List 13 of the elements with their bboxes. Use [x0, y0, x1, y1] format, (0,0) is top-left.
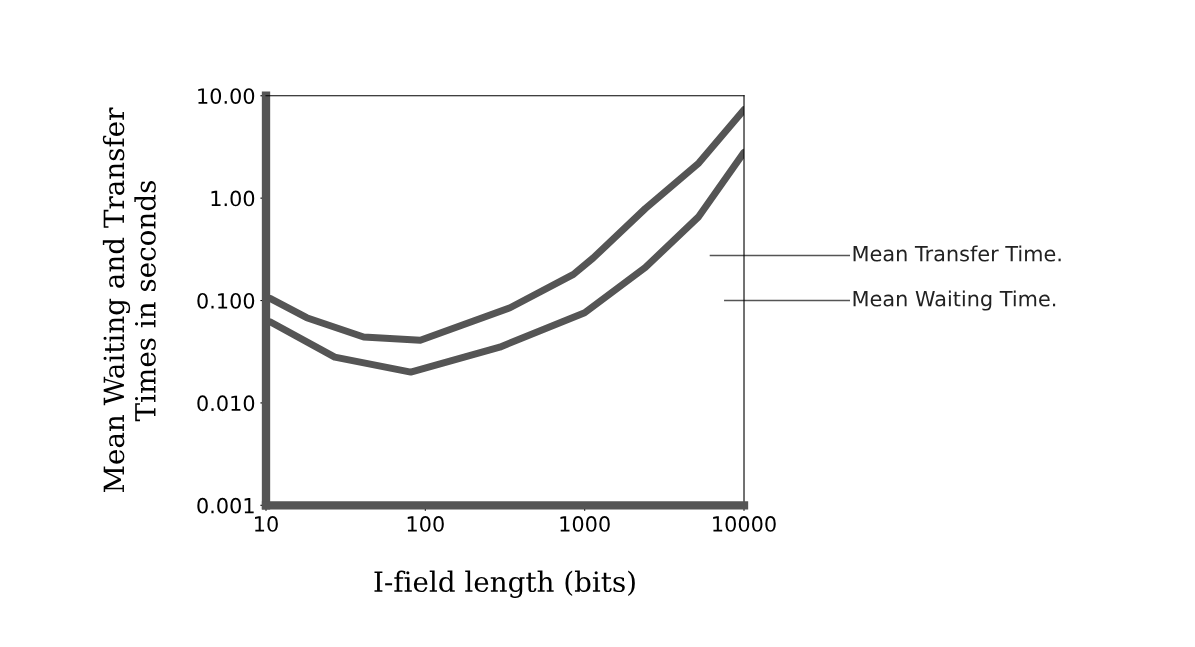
- x-tick-label: 100: [407, 516, 444, 532]
- y-axis-title: Mean Waiting and Transfer Times in seconds: [102, 107, 156, 493]
- x-axis-title: I-field length (bits): [374, 570, 635, 598]
- y-tick-label: 10.00: [198, 88, 255, 104]
- y-tick-label: 0.010: [197, 395, 255, 412]
- y-tick-label: 0.001: [197, 497, 254, 514]
- y-tick-label: 0.100: [197, 292, 255, 309]
- y-tick-label: 1.00: [211, 190, 255, 207]
- x-tick-label: 10000: [713, 516, 776, 532]
- text: Mean Waiting Time.: [853, 290, 1056, 311]
- x-tick-label: 10: [255, 516, 278, 532]
- x-tick-label: 1000: [560, 516, 610, 532]
- text: Mean Transfer Time.: [853, 245, 1061, 262]
